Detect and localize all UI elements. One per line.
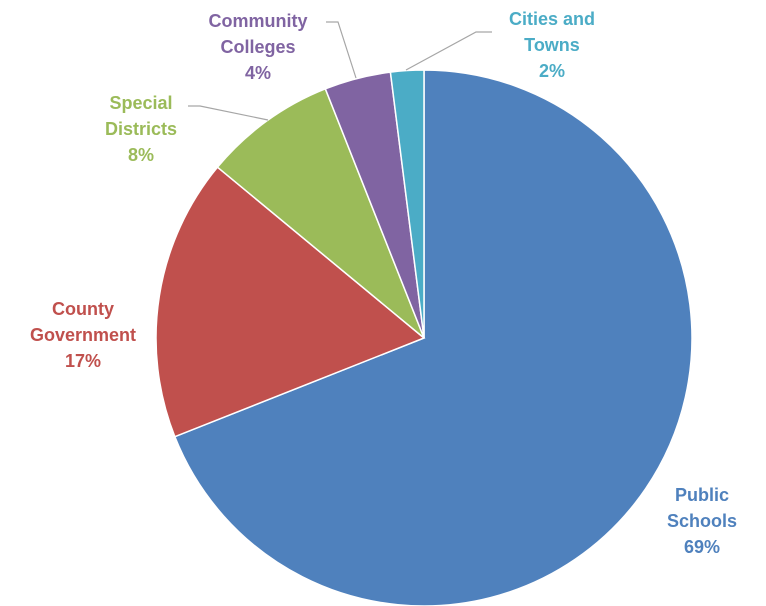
- pie-slice-cities-and-towns: [389, 69, 425, 339]
- label-name-line2: Towns: [524, 35, 580, 55]
- label-special-districts: Special Districts 8%: [86, 90, 196, 168]
- label-percent: 69%: [683, 537, 721, 557]
- label-county-government: County Government 17%: [8, 296, 158, 374]
- label-name-line1: Community: [208, 11, 308, 31]
- label-cities-and-towns: Cities and Towns 2%: [496, 6, 608, 84]
- leader-line-community-colleges: [326, 21, 357, 79]
- label-percent: 17%: [64, 351, 102, 371]
- label-name-line2: Government: [29, 325, 137, 345]
- label-percent: 8%: [127, 145, 154, 165]
- pie-slice-public-schools: [173, 69, 693, 606]
- label-name-line2: Colleges: [220, 37, 296, 57]
- label-percent: 2%: [538, 61, 565, 81]
- label-name-line1: Public: [674, 485, 729, 505]
- label-name-line2: Districts: [104, 119, 178, 139]
- leader-line-cities-and-towns: [405, 31, 492, 71]
- pie-slice-county-government: [155, 166, 426, 438]
- label-community-colleges: Community Colleges 4%: [188, 8, 328, 86]
- leader-lines: [188, 21, 492, 121]
- pie-slices: [155, 69, 693, 606]
- label-name-line2: Schools: [666, 511, 737, 531]
- label-public-schools: Public Schools 69%: [652, 482, 752, 560]
- label-name-line1: Cities and: [508, 9, 596, 29]
- leader-line-special-districts: [188, 105, 269, 121]
- pie-slice-special-districts: [216, 87, 425, 339]
- label-name-line1: County: [52, 299, 114, 319]
- label-name-line1: Special: [109, 93, 173, 113]
- label-percent: 4%: [244, 63, 271, 83]
